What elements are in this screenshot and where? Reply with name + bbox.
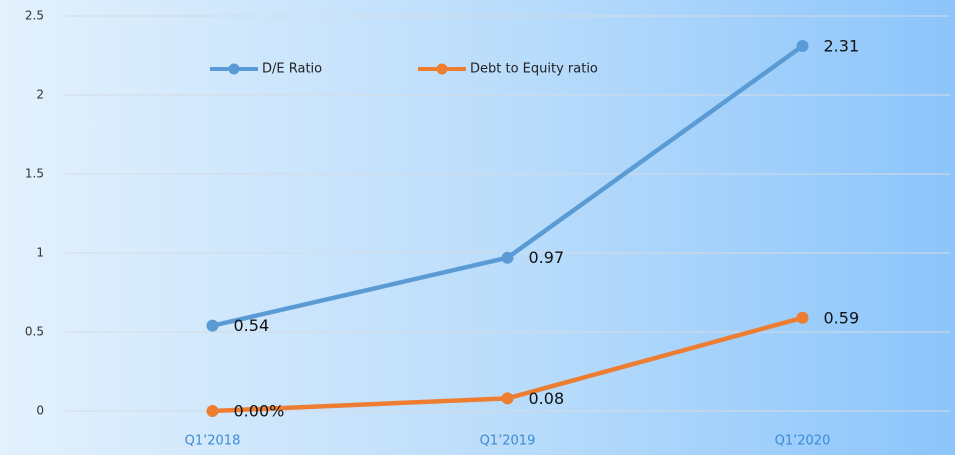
x-tick-label: Q1’2018 xyxy=(185,434,241,449)
y-tick-label: 2.5 xyxy=(25,9,44,23)
y-tick-label: 2 xyxy=(36,88,44,102)
y-tick-label: 1.5 xyxy=(25,167,44,181)
legend-marker xyxy=(436,63,448,75)
legend-marker xyxy=(228,63,240,75)
y-tick-label: 0.5 xyxy=(25,325,44,339)
legend-label: D/E Ratio xyxy=(262,62,322,77)
data-label: 0.08 xyxy=(529,389,565,408)
y-tick-label: 0 xyxy=(36,404,44,418)
data-label: 0.97 xyxy=(529,248,565,267)
legend-label: Debt to Equity ratio xyxy=(470,62,598,77)
data-label: 0.54 xyxy=(234,316,270,335)
data-label: 2.31 xyxy=(824,37,860,56)
point xyxy=(796,311,809,324)
data-label: 0.00% xyxy=(234,402,285,421)
y-tick-label: 1 xyxy=(36,246,44,260)
series-line xyxy=(211,44,804,328)
x-tick-label: Q1’2020 xyxy=(775,434,831,449)
data-label: 0.59 xyxy=(824,308,860,327)
point xyxy=(206,319,219,332)
point xyxy=(501,251,514,264)
point xyxy=(501,392,514,405)
point xyxy=(796,40,809,53)
point xyxy=(206,405,219,417)
x-tick-label: Q1’2019 xyxy=(480,434,536,449)
